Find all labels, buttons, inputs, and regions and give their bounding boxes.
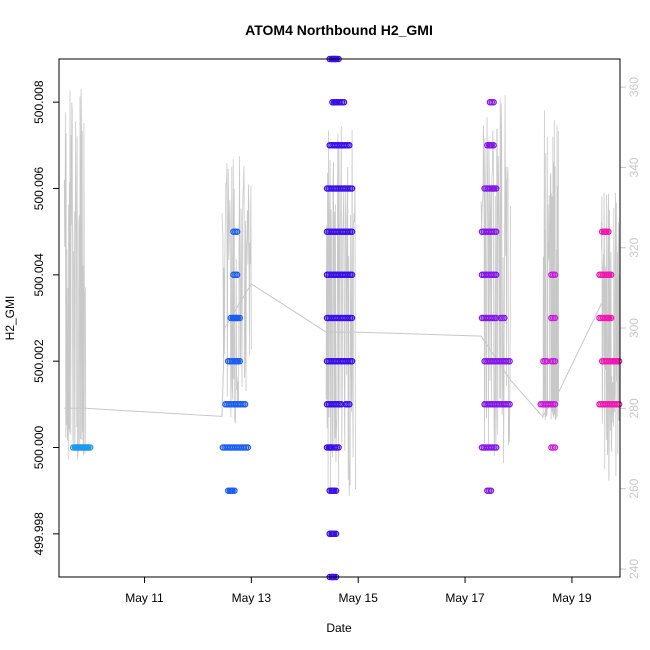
data-point (607, 271, 615, 279)
y-tick-label: 499.998 (32, 512, 46, 556)
y-tick-label: 500.006 (32, 166, 46, 210)
secondary-line-segment (63, 89, 87, 460)
data-point (490, 98, 497, 106)
data-point (244, 444, 252, 451)
x-tick-label: May 17 (445, 591, 485, 605)
data-point (348, 185, 356, 192)
data-point (487, 487, 495, 494)
data-point (492, 271, 500, 279)
data-point (348, 314, 356, 322)
data-point (233, 271, 241, 279)
data-point (551, 401, 559, 408)
data-point (346, 142, 353, 149)
x-tick-label: May 11 (125, 591, 164, 605)
secondary-line-segment (600, 192, 621, 481)
x-axis-label: Date (326, 621, 352, 635)
x-tick-label: May 13 (232, 591, 272, 605)
secondary-line-segment (542, 110, 559, 421)
data-point (86, 444, 94, 451)
data-point (348, 271, 356, 279)
data-point (615, 401, 623, 408)
data-point (233, 228, 241, 235)
data-point (492, 185, 500, 192)
data-point (551, 314, 559, 322)
data-point (607, 314, 615, 322)
data-point (605, 228, 612, 235)
data-point (490, 142, 497, 149)
x-tick-label: May 19 (552, 591, 592, 605)
y-tick-label: 500.000 (32, 425, 46, 469)
data-point (338, 401, 345, 408)
y-tick-label: 500.002 (32, 339, 46, 383)
y2-tick-label: 320 (627, 237, 641, 257)
y2-tick-label: 260 (627, 478, 641, 498)
secondary-line-segment (325, 126, 356, 497)
y2-tick-label: 300 (627, 318, 641, 338)
data-point (231, 487, 238, 494)
data-point (492, 444, 500, 451)
data-point (236, 357, 244, 365)
data-point (335, 444, 342, 451)
y2-tick-label: 240 (627, 559, 641, 579)
data-point (492, 228, 500, 235)
data-point (543, 357, 551, 365)
data-point (236, 314, 244, 322)
data-point (348, 228, 356, 235)
data-point (348, 357, 356, 365)
data-point (506, 401, 513, 408)
y2-tick-label: 340 (627, 157, 641, 177)
points-layer (69, 55, 623, 581)
data-point (551, 357, 559, 365)
data-point (492, 314, 500, 322)
data-point (332, 530, 340, 538)
secondary-line-segment (480, 95, 511, 464)
y-tick-label: 500.008 (32, 80, 46, 124)
data-point (615, 357, 623, 365)
data-point (551, 271, 559, 279)
y-axis-label: H2_GMI (3, 296, 17, 341)
data-point (551, 444, 559, 451)
y-tick-label: 500.004 (32, 253, 46, 297)
chart-title: ATOM4 Northbound H2_GMI (245, 22, 433, 38)
secondary-series-layer (63, 89, 621, 497)
axes-layer: May 11 May 13 May 15 May 17 May 19 499.998 500… (32, 77, 641, 605)
data-point (340, 98, 348, 106)
y2-tick-label: 280 (627, 398, 641, 418)
data-point (332, 487, 340, 494)
data-point (241, 401, 249, 408)
y2-tick-label: 360 (627, 77, 641, 97)
x-tick-label: May 15 (339, 591, 379, 605)
plot-frame (58, 58, 621, 578)
data-point (346, 401, 353, 408)
data-point (501, 314, 508, 322)
secondary-line-segment (221, 156, 252, 424)
data-point (506, 357, 513, 365)
